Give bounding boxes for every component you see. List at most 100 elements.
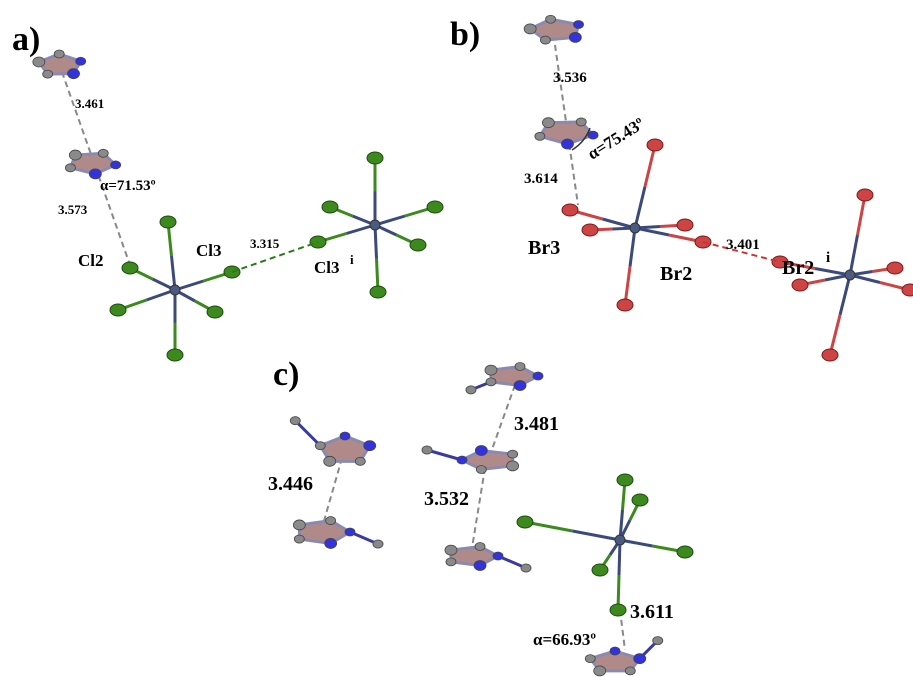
atom [110, 304, 126, 316]
atom [370, 286, 386, 298]
atom [576, 118, 586, 126]
atom [524, 24, 536, 34]
figure: a)b)c)3.4613.5733.315α=71.53ºCl2Cl3Cl3i3… [0, 0, 913, 677]
atom [585, 655, 595, 663]
atom [533, 372, 543, 380]
atom [634, 654, 646, 664]
panel-label: b) [450, 16, 480, 53]
atom [475, 445, 487, 455]
contact-line [472, 468, 485, 548]
atom [68, 69, 80, 79]
atom [514, 381, 526, 391]
ring [491, 366, 538, 385]
atom [33, 57, 45, 67]
atom [902, 284, 913, 296]
atom [594, 666, 606, 676]
atom [364, 441, 376, 451]
atom [325, 538, 337, 548]
distance: 3.536 [553, 70, 587, 86]
angle-label: α=66.93º [533, 630, 596, 649]
bond [573, 531, 621, 540]
distance: 3.614 [524, 171, 558, 187]
atom [562, 204, 578, 216]
atom [632, 494, 648, 506]
distance: 3.446 [268, 473, 313, 495]
distance: 3.315 [250, 236, 280, 251]
atom [617, 474, 633, 486]
atom [474, 561, 486, 571]
metal-atom [370, 220, 380, 230]
atom [617, 299, 633, 311]
atom [466, 386, 476, 394]
atom [517, 516, 533, 528]
atom [507, 461, 519, 471]
distance: 3.401 [726, 237, 760, 253]
distance: 3.532 [424, 488, 469, 510]
atom [69, 150, 81, 160]
atom-superscript: i [826, 250, 830, 266]
atom [122, 262, 138, 274]
atom [610, 647, 620, 655]
atom [493, 552, 503, 560]
atom [610, 604, 626, 616]
atom [542, 118, 554, 128]
atom [515, 362, 525, 370]
atom [569, 32, 581, 42]
atom [290, 417, 300, 425]
atom [582, 224, 598, 236]
atom-label: Br2 [782, 257, 814, 279]
atom [65, 164, 75, 172]
atom-label: Br2 [660, 263, 692, 285]
atom [445, 545, 457, 555]
distance: 3.611 [630, 601, 674, 623]
atom [294, 535, 304, 543]
atom [588, 131, 598, 139]
atom [887, 262, 903, 274]
atom [315, 442, 325, 450]
atom [486, 378, 496, 386]
contact-line [490, 385, 515, 455]
atom [340, 432, 350, 440]
bond [850, 235, 858, 275]
atom [625, 667, 635, 675]
panel-label: a) [12, 21, 40, 58]
metal-atom [615, 535, 625, 545]
atom-label: Br3 [528, 237, 560, 259]
atom [592, 564, 608, 576]
distance: 3.461 [75, 96, 104, 111]
atom [43, 70, 53, 78]
atom [446, 558, 456, 566]
angle-label: α=71.53º [100, 178, 156, 194]
panel-label: c) [273, 356, 299, 393]
atom [76, 57, 86, 65]
atom [355, 457, 365, 465]
atom [367, 152, 383, 164]
atom [54, 50, 64, 58]
atom [160, 216, 176, 228]
atom [521, 564, 531, 572]
metal-atom [845, 270, 855, 280]
atom [98, 149, 108, 157]
atom [324, 456, 336, 466]
ring [462, 450, 513, 469]
ring [451, 546, 498, 565]
atom-label: Cl2 [78, 251, 104, 270]
atom [540, 36, 550, 44]
atom [293, 520, 305, 530]
bond [295, 421, 320, 446]
atom [207, 306, 223, 318]
atom [111, 161, 121, 169]
bond [635, 187, 645, 229]
bond [630, 228, 635, 267]
atom [535, 132, 545, 140]
atom [422, 446, 432, 454]
ring [299, 521, 350, 544]
atom [427, 201, 443, 213]
atom [546, 15, 556, 23]
atom [410, 239, 426, 251]
atom [508, 450, 518, 458]
atom [574, 21, 584, 29]
atom [167, 349, 183, 361]
distance: 3.573 [58, 202, 88, 217]
atom-label: Cl3 [196, 241, 222, 260]
